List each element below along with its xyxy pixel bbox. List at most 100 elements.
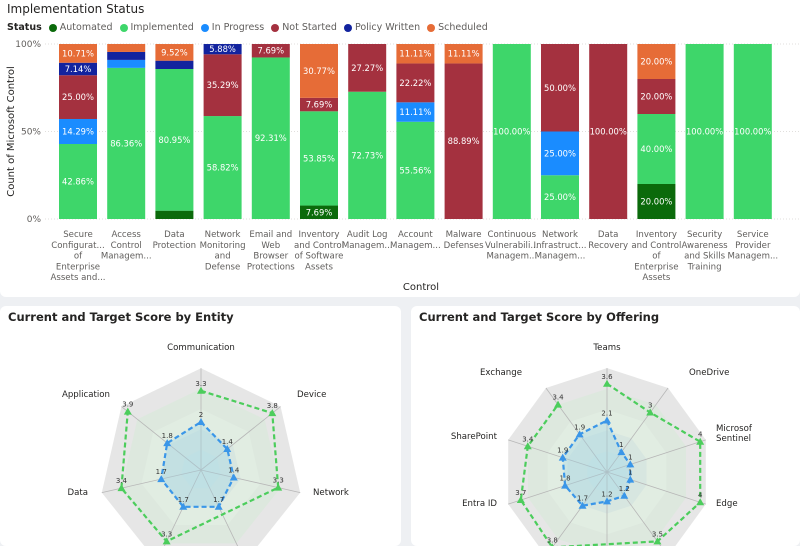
data-label: 11.11% <box>399 107 431 117</box>
target-marker-icon <box>696 437 705 445</box>
target-value-label: 3.3 <box>161 530 172 538</box>
legend-label: Not Started <box>282 22 337 33</box>
y-tick-label: 100% <box>15 40 41 50</box>
legend-item-scheduled[interactable]: Scheduled <box>427 22 488 33</box>
data-label: 100.00% <box>734 127 771 137</box>
target-marker-icon <box>603 379 611 387</box>
target-value-label: 3.7 <box>515 489 526 497</box>
x-tick-label: Secure Configurat... of Enterprise Assets an… <box>50 230 105 283</box>
x-tick-label: Service Provider Managem... <box>727 230 778 262</box>
radar-spoke <box>121 406 202 471</box>
target-value-label: 4 <box>698 431 703 439</box>
current-value-label: 1.2 <box>619 485 630 493</box>
bar-segment-policy-written <box>155 60 194 70</box>
bar-stack-8 <box>444 44 483 219</box>
current-marker-icon <box>214 502 223 510</box>
axis-label-microsof-sentinel: Microsof Sentinel <box>716 424 753 444</box>
current-area <box>562 420 631 506</box>
legend-label: Policy Written <box>354 22 421 33</box>
x-axis-title: Control <box>403 282 439 293</box>
legend-item-implemented[interactable]: Implemented <box>119 22 194 33</box>
current-value-label: 1 <box>628 453 632 461</box>
x-tick-label: Network Infrastruct... Managem... <box>534 230 587 262</box>
bar-segment-not-started <box>396 63 435 103</box>
bar-segment-implemented <box>107 67 146 220</box>
data-label: 53.85% <box>303 153 335 163</box>
data-label: 35.29% <box>207 80 239 90</box>
bar-stack-2 <box>155 44 194 219</box>
x-tick-label: Data Recovery <box>588 230 628 251</box>
x-tick-label: Audit Log Managem... <box>342 230 393 251</box>
target-value-label: 3.4 <box>116 477 128 485</box>
bar-stack-5 <box>300 44 338 219</box>
legend-dot-icon <box>48 23 57 32</box>
data-label: 86.36% <box>110 138 142 148</box>
offering-radar-chart: Teams OneDrive Microsof Sentinel Edge Entra I… <box>451 343 753 546</box>
bar-segment-policy-written <box>59 62 97 76</box>
data-label: 7.69% <box>257 46 284 56</box>
bar-segment-scheduled <box>155 44 194 61</box>
radar-spoke <box>508 439 608 473</box>
data-label: 92.31% <box>255 133 287 143</box>
bar-segment-automated <box>637 184 676 219</box>
current-marker-icon <box>617 448 626 456</box>
y-tick-label: 0% <box>27 215 42 225</box>
axis-label-exchange: Exchange <box>480 368 522 378</box>
target-value-label: 3.4 <box>522 435 534 443</box>
data-label: 25.00% <box>544 148 576 158</box>
data-label: 42.86% <box>62 176 94 186</box>
bar-segment-implemented <box>155 69 194 211</box>
legend-item-not-started[interactable]: Not Started <box>271 22 337 33</box>
bar-segment-implemented <box>685 44 724 219</box>
x-tick-label: Inventory and Control of Software Assets <box>294 230 344 272</box>
bar-segment-implemented <box>541 175 579 219</box>
axis-label-application: Application <box>62 390 110 400</box>
x-tick-label: Email and Web Browser Protections <box>247 230 295 272</box>
data-label: 7.69% <box>306 207 333 217</box>
bar-segment-not-started <box>589 44 628 219</box>
radar-spoke <box>200 406 281 471</box>
legend-item-automated[interactable]: Automated <box>48 22 113 33</box>
target-value-label: 3.3 <box>195 380 206 388</box>
data-label: 11.11% <box>399 49 431 59</box>
radar-spoke <box>200 469 239 546</box>
bar-segment-implemented <box>492 44 531 219</box>
current-marker-icon <box>603 497 611 505</box>
current-marker-icon <box>626 475 635 483</box>
current-value-label: 1 <box>628 469 632 477</box>
data-label: 100.00% <box>686 127 723 137</box>
data-label: 55.56% <box>399 165 431 175</box>
data-label: 58.82% <box>207 163 239 173</box>
x-tick-label: Network Monitoring and Defense <box>200 230 246 272</box>
current-value-label: 1.8 <box>162 432 173 440</box>
current-marker-icon <box>179 502 188 510</box>
legend-dot-icon <box>271 23 280 32</box>
current-value-label: 1 <box>619 441 623 449</box>
data-label: 14.29% <box>62 126 94 136</box>
target-value-label: 3.5 <box>652 530 663 538</box>
data-label: 11.11% <box>448 49 480 59</box>
bar-stack-0 <box>59 44 97 219</box>
current-value-label: 1.9 <box>557 447 568 455</box>
current-marker-icon <box>603 416 611 424</box>
bar-segment-not-started <box>541 44 579 132</box>
legend-item-in-progress[interactable]: In Progress <box>200 22 264 33</box>
legend-label: Automated <box>59 22 113 33</box>
legend-item-policy-written[interactable]: Policy Written <box>343 22 421 33</box>
bar-segment-implemented <box>203 116 242 219</box>
data-label: 72.73% <box>351 150 383 160</box>
current-value-label: 2.1 <box>601 410 612 418</box>
data-label: 5.88% <box>209 44 236 54</box>
offering-score-panel: Current and Target Score by Offering Tea… <box>411 306 800 546</box>
current-marker-icon <box>223 445 232 453</box>
current-value-label: 1.4 <box>228 466 240 474</box>
target-marker-icon <box>117 484 126 492</box>
bar-segment-scheduled <box>396 44 435 64</box>
axis-label-teams: Teams <box>592 343 621 353</box>
x-tick-label: Access Control Managem... <box>101 230 152 262</box>
current-marker-icon <box>163 439 172 447</box>
current-marker-icon <box>157 475 166 483</box>
x-tick-label: Account Managem... <box>390 230 441 251</box>
axis-label-sharepoint: SharePoint <box>451 432 498 442</box>
legend-dot-icon <box>200 23 209 32</box>
